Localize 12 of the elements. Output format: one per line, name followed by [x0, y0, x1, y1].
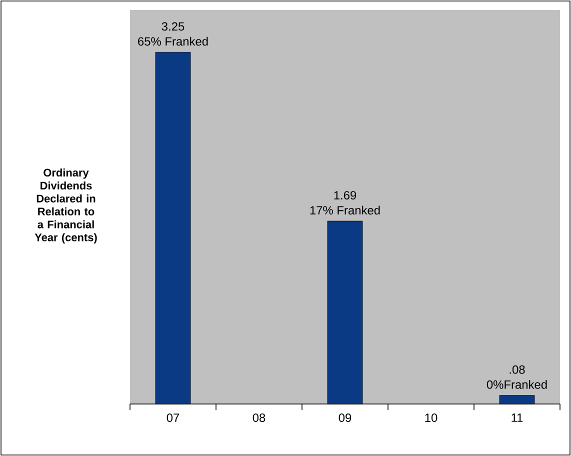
- annotation: 17% Franked: [310, 206, 380, 215]
- y-axis-title: Ordinary Dividends Declared in Relation to a Financial Year (cents): [34, 168, 97, 244]
- data-label: 1.69: [334, 191, 356, 200]
- x-tick-label: 11: [512, 414, 523, 422]
- x-tick-label: 07: [166, 414, 180, 422]
- x-tick-label: 09: [338, 414, 352, 422]
- x-tick-label: 08: [252, 414, 266, 422]
- x-tick-label: 10: [425, 414, 438, 422]
- annotation: 65% Franked: [138, 36, 208, 46]
- data-label: .08: [510, 365, 525, 374]
- data-label: 3.25: [162, 22, 184, 31]
- annotation: 0%Franked: [486, 380, 547, 389]
